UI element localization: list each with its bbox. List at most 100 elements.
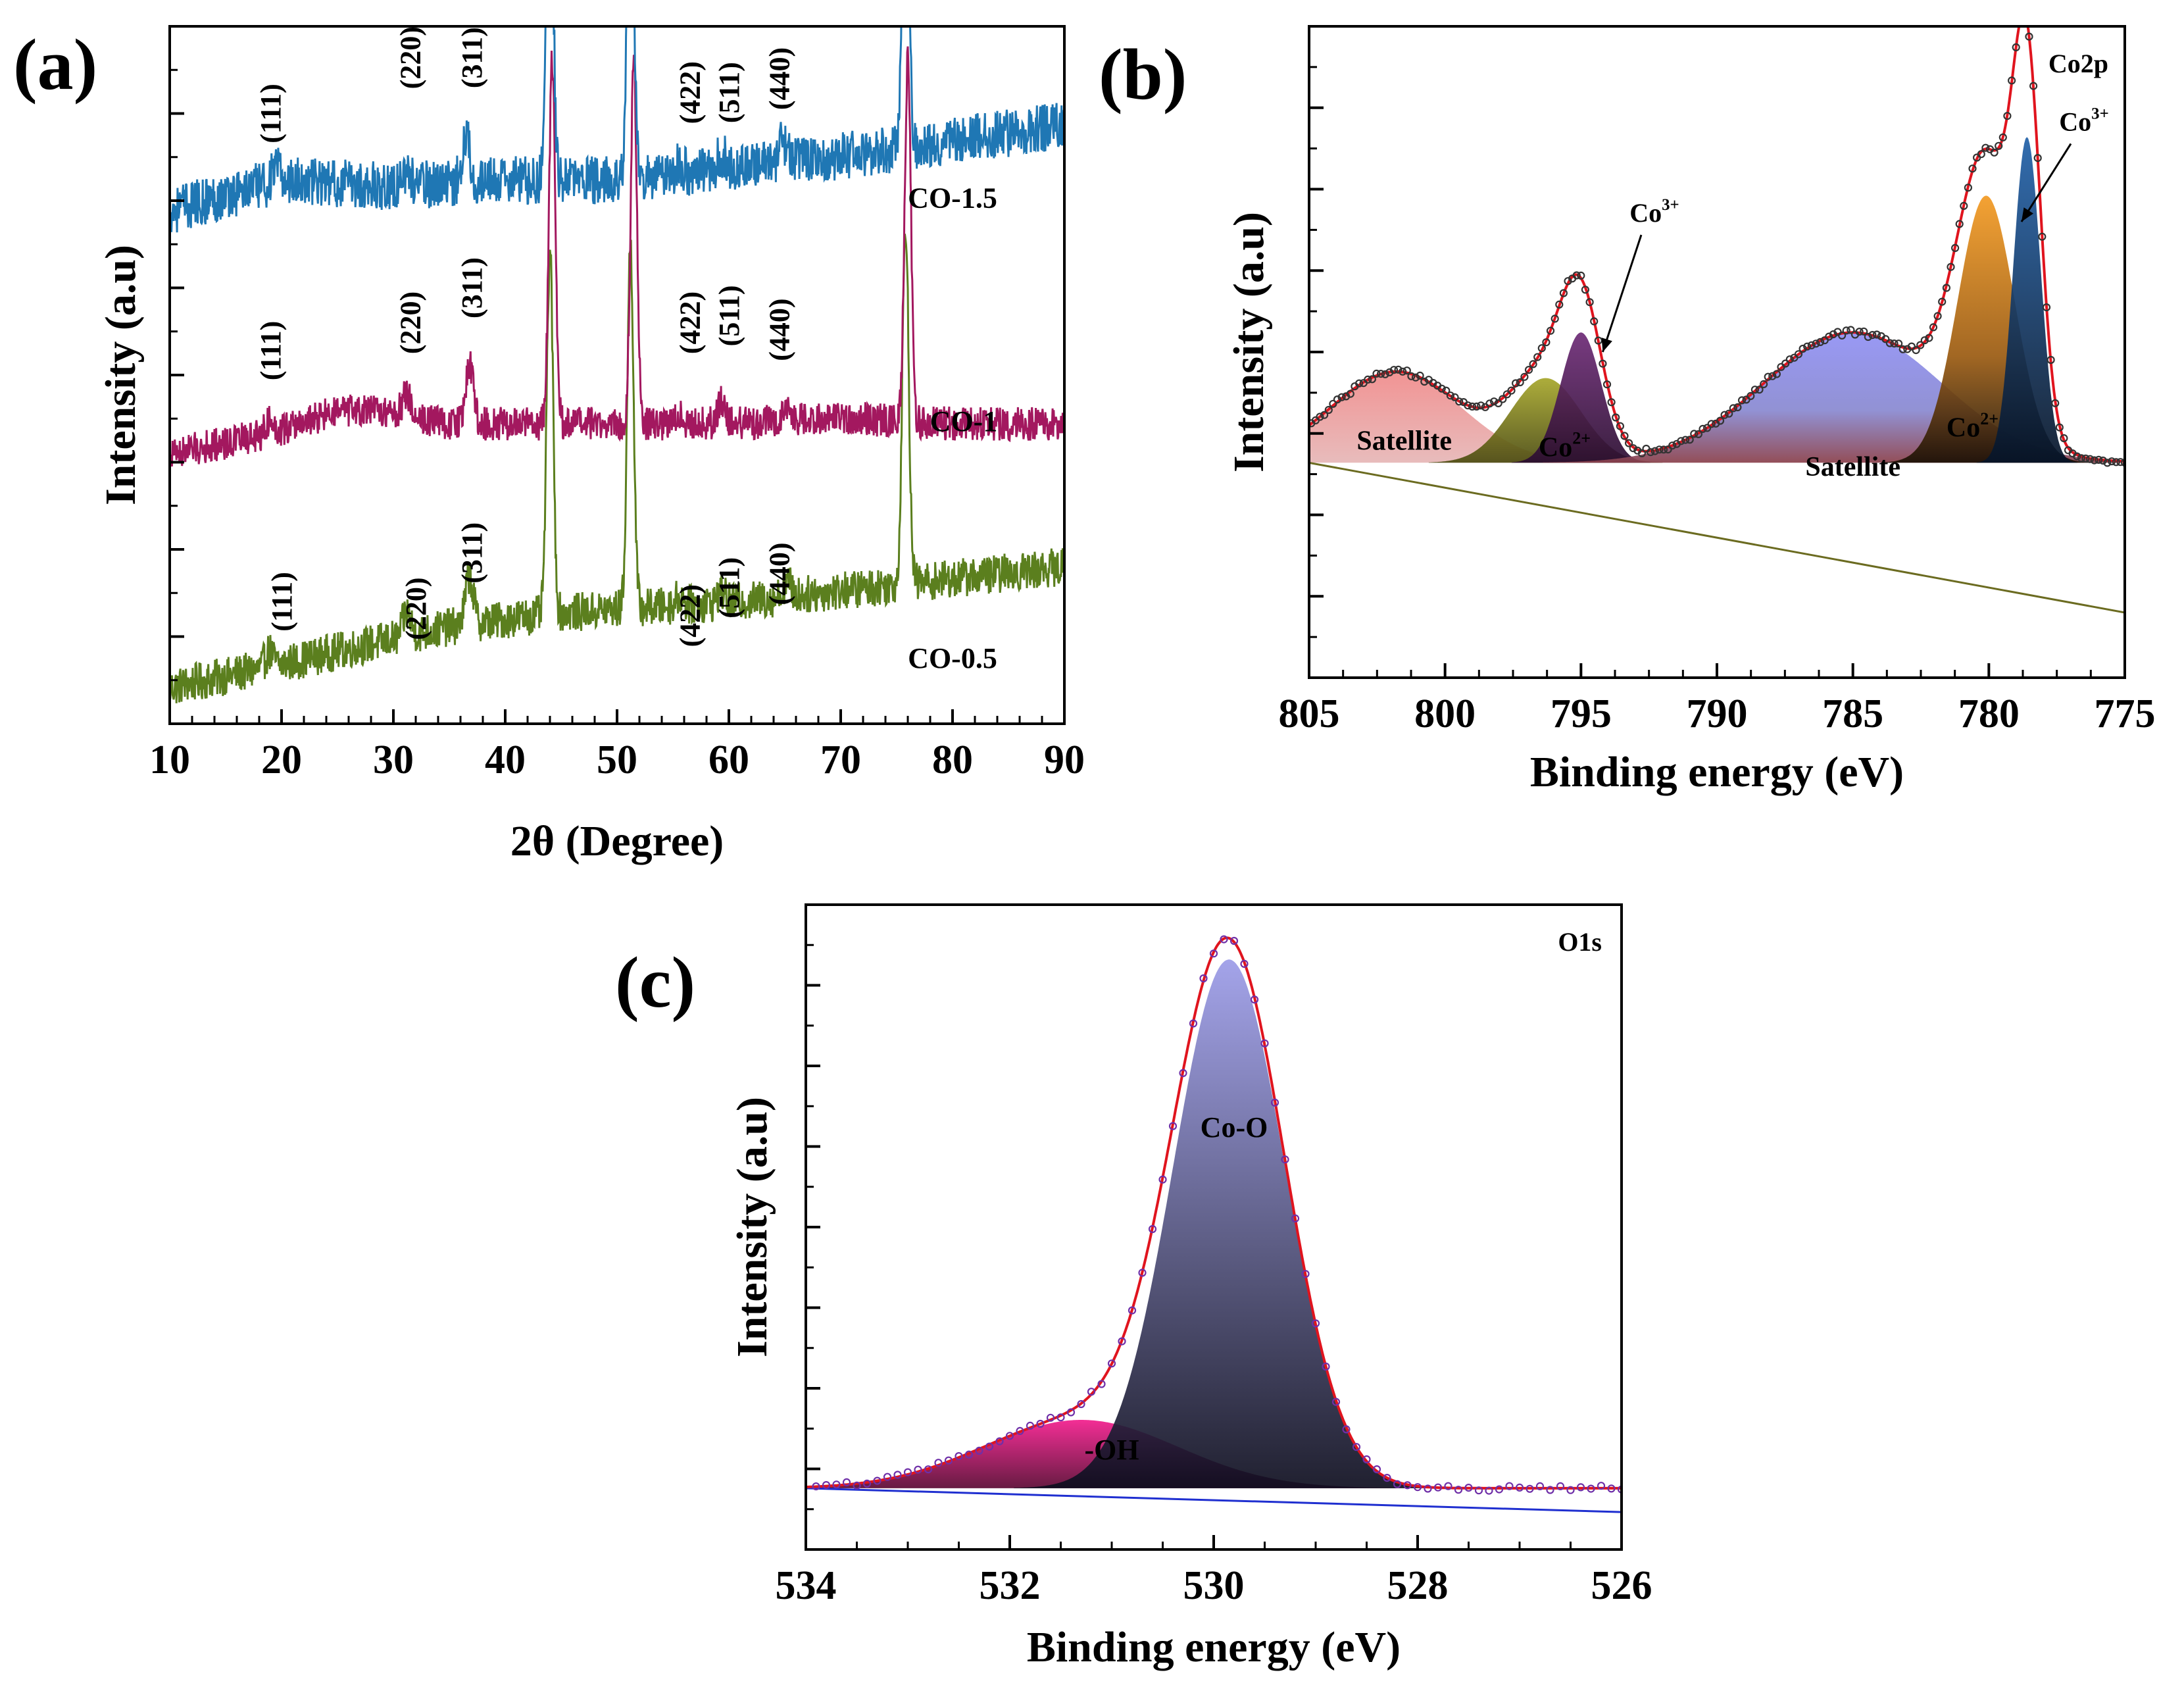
- data-point: [1413, 1483, 1422, 1492]
- miller-index-label: (311): [456, 257, 488, 318]
- panel-a-x-tick-label: 60: [708, 738, 749, 782]
- data-point: [1597, 1482, 1606, 1490]
- data-point: [1526, 1484, 1534, 1493]
- series-label: CO-0.5: [908, 642, 997, 674]
- data-point: [1451, 393, 1459, 401]
- data-point: [1240, 959, 1249, 969]
- data-point: [1847, 326, 1855, 334]
- data-point: [1342, 1425, 1351, 1434]
- data-point: [1515, 1483, 1524, 1492]
- series-label: CO-1: [930, 405, 998, 438]
- panel-b-title: Co2p: [2048, 49, 2108, 78]
- data-point: [1642, 444, 1650, 453]
- data-point: [1885, 339, 1894, 347]
- data-point: [1477, 401, 1485, 410]
- data-point: [2060, 434, 2068, 443]
- data-point: [1446, 391, 1454, 400]
- data-point: [1777, 363, 1785, 371]
- data-point: [955, 1452, 963, 1461]
- data-point: [1495, 1485, 1504, 1494]
- component-co3-peak: [1976, 137, 2077, 463]
- data-point: [1260, 1039, 1269, 1047]
- data-point: [1929, 323, 1938, 332]
- data-point: [1455, 397, 1464, 406]
- data-point: [1444, 1482, 1452, 1490]
- panel-b-x-axis-title: Binding energy (eV): [1530, 748, 1904, 796]
- panel-a-ticks: 10 20 30 40 50 60 70 80 90: [149, 25, 1085, 782]
- data-point: [862, 1479, 872, 1488]
- miller-index-label: (440): [764, 47, 796, 110]
- data-point: [1864, 332, 1872, 341]
- panel-a-x-tick-label: 30: [373, 738, 414, 782]
- component-label: Co-O: [1201, 1111, 1268, 1144]
- data-point: [2120, 459, 2125, 467]
- data-point: [1973, 153, 1981, 162]
- data-point: [1899, 345, 1907, 353]
- data-point: [2029, 82, 2038, 90]
- data-point: [903, 1468, 912, 1476]
- miller-index-label: (422): [674, 61, 707, 124]
- data-point: [1394, 365, 1402, 374]
- miller-index-label: (511): [713, 62, 745, 123]
- data-point: [1381, 370, 1389, 378]
- panel-c-x-tick-label: 532: [980, 1563, 1041, 1608]
- data-point: [1377, 369, 1385, 378]
- data-point: [1459, 397, 1468, 407]
- panel-c-label: (c): [615, 942, 695, 1022]
- data-point: [1960, 201, 1968, 210]
- data-point: [1938, 297, 1947, 306]
- data-point: [1189, 1019, 1198, 1028]
- panel-c-ticks: 534 532 530 528 526: [776, 903, 1652, 1608]
- annotation-arrowhead: [1601, 338, 1612, 352]
- data-point: [1599, 359, 1607, 368]
- series-label: CO-1.5: [908, 182, 997, 214]
- data-point: [1535, 1482, 1545, 1490]
- miller-index-label: (511): [713, 557, 745, 618]
- data-point: [1301, 1270, 1310, 1278]
- data-point: [1270, 1098, 1279, 1107]
- data-point: [1529, 360, 1537, 368]
- data-point: [1309, 419, 1316, 428]
- data-point: [1490, 397, 1499, 406]
- panel-a-x-tick-label: 70: [820, 738, 861, 782]
- data-point: [883, 1473, 892, 1481]
- data-point: [1424, 376, 1433, 384]
- data-point: [1555, 300, 1564, 309]
- data-point: [832, 1480, 841, 1489]
- panel-c-o1s-xps: (c) Co-O -OH 534 532 530 528 526 O1s Binding …: [615, 903, 1652, 1671]
- data-point: [1655, 445, 1664, 454]
- panel-b-x-tick-label: 785: [1822, 692, 1883, 736]
- data-point: [1512, 379, 1520, 388]
- data-point: [873, 1476, 881, 1485]
- data-point: [944, 1456, 953, 1465]
- data-point: [1016, 1426, 1024, 1435]
- data-point: [1281, 1155, 1289, 1164]
- data-point: [1890, 339, 1899, 348]
- data-point: [1895, 340, 1903, 348]
- data-point: [1625, 439, 1633, 447]
- data-point: [995, 1437, 1004, 1446]
- data-point: [1362, 1455, 1371, 1464]
- component-satellite-peak: [1309, 371, 1615, 463]
- component-co2-peak: [1883, 195, 2090, 463]
- data-point: [2103, 459, 2112, 467]
- series-co-1-line: [170, 46, 1064, 467]
- data-point: [1964, 184, 1972, 192]
- data-point: [975, 1446, 983, 1455]
- data-point: [2055, 423, 2064, 432]
- data-point: [1694, 430, 1702, 439]
- data-point: [1542, 338, 1551, 347]
- miller-index-label: (440): [764, 542, 796, 605]
- data-point: [1424, 1484, 1432, 1493]
- data-point: [1703, 424, 1712, 432]
- component-label: Co2+: [1947, 409, 1998, 443]
- data-point: [1712, 419, 1720, 428]
- data-point: [1359, 379, 1368, 388]
- data-point: [1812, 340, 1820, 348]
- panel-b-x-tick-label: 775: [2095, 692, 2156, 736]
- data-point: [1118, 1337, 1126, 1346]
- data-point: [1690, 430, 1699, 438]
- data-point: [964, 1450, 974, 1459]
- data-point: [1056, 1413, 1065, 1422]
- data-point: [1168, 1122, 1178, 1130]
